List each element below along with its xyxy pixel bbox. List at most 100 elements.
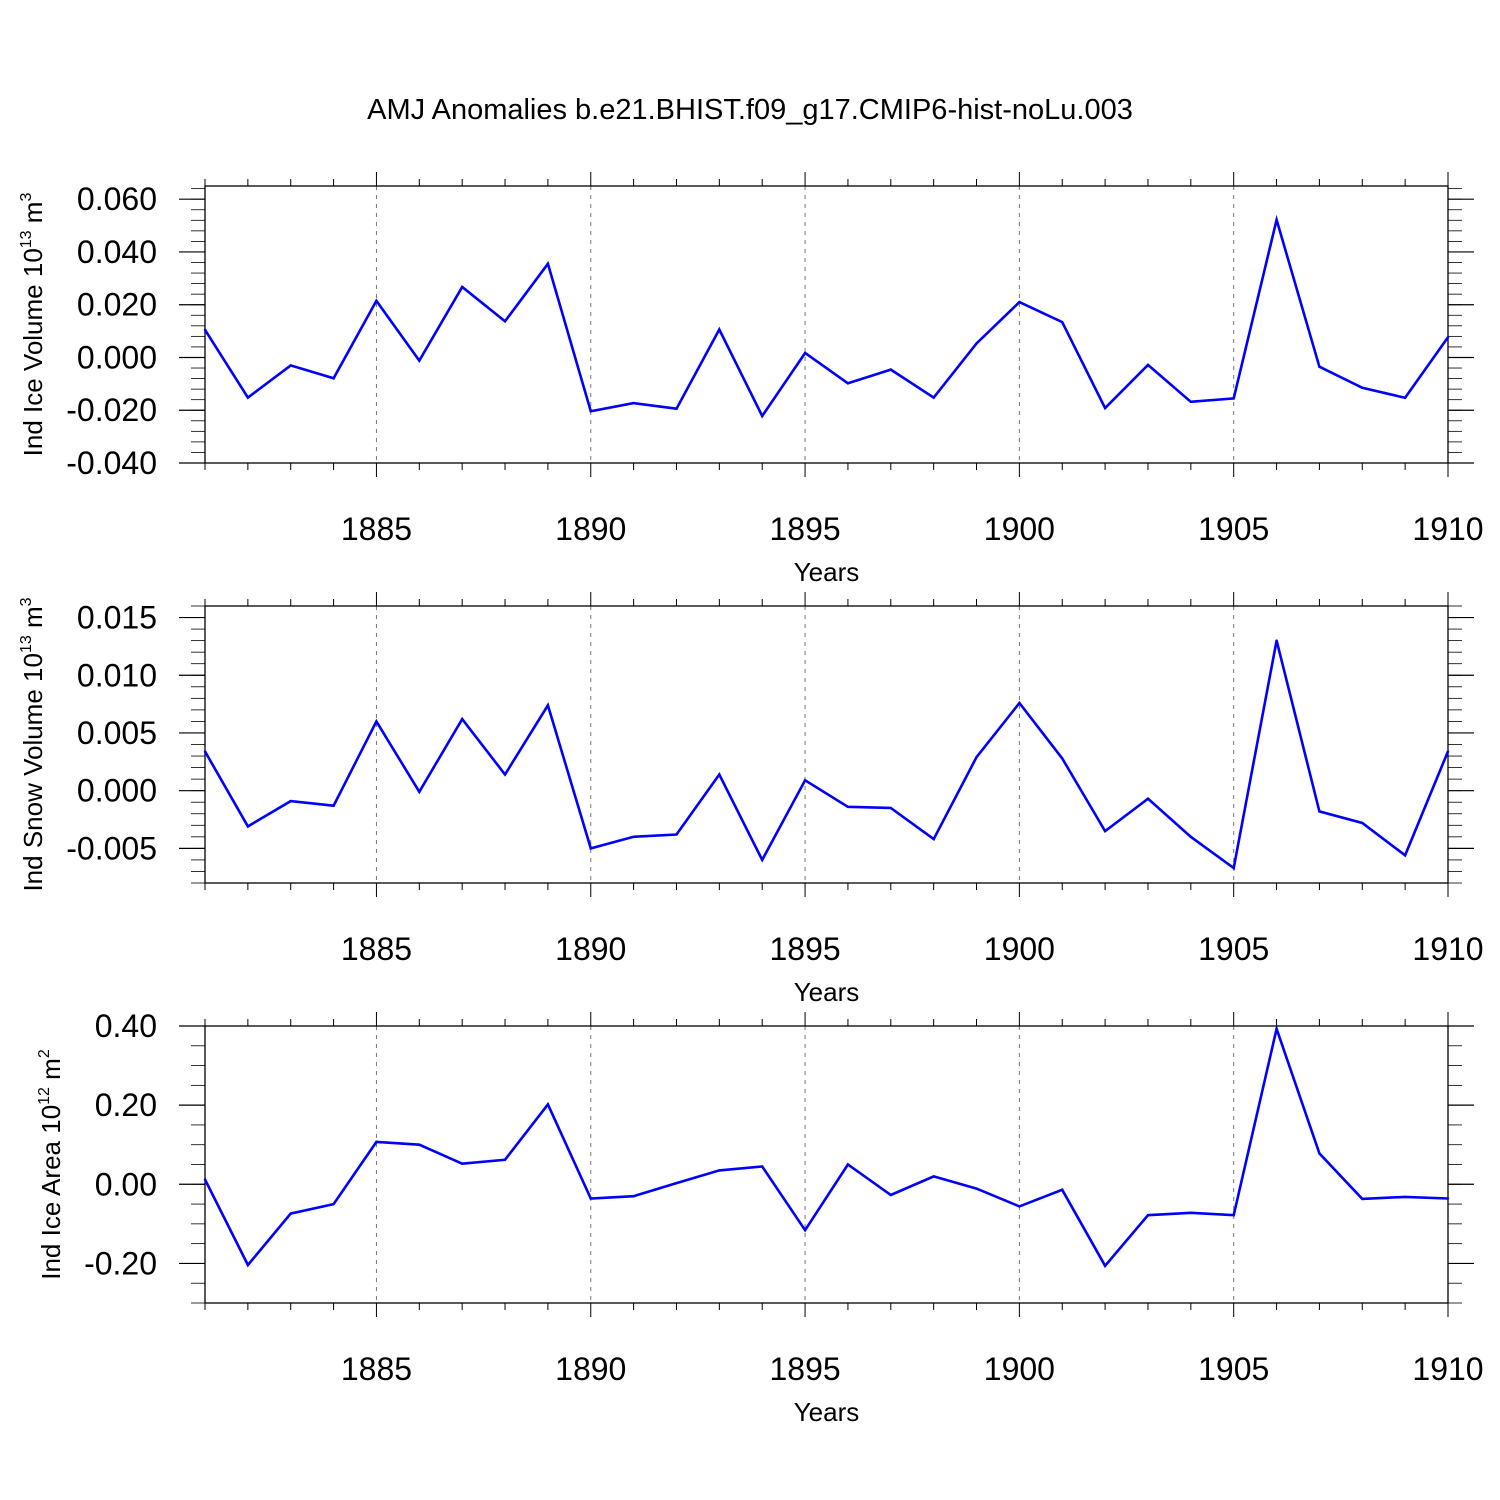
data-point <box>375 299 378 302</box>
data-point <box>1232 866 1235 870</box>
series-line <box>203 640 1450 871</box>
data-point <box>589 847 592 850</box>
data-point <box>203 328 207 331</box>
data-point <box>1318 1152 1321 1155</box>
data-point <box>289 1212 292 1215</box>
data-point <box>1403 1195 1407 1199</box>
data-point <box>461 1162 464 1165</box>
data-point <box>1103 406 1107 410</box>
data-point <box>675 407 678 410</box>
y-tick-label: 0.010 <box>77 657 157 693</box>
plot-frame <box>204 185 1449 464</box>
x-tick-label: 1900 <box>984 511 1055 547</box>
data-point <box>761 858 764 862</box>
data-point <box>761 414 764 418</box>
y-axis-label: Ind Ice Area 1012 m2 <box>36 1049 66 1280</box>
data-point <box>632 835 635 838</box>
data-point <box>1061 320 1064 324</box>
data-point <box>975 756 978 759</box>
x-tick-label: 1890 <box>555 511 626 547</box>
y-tick-label: 0.20 <box>95 1087 157 1123</box>
data-point <box>1232 397 1235 400</box>
x-tick-label: 1895 <box>769 931 840 967</box>
data-point <box>1361 386 1364 389</box>
data-point <box>718 1169 721 1172</box>
data-point <box>203 750 207 753</box>
data-point <box>246 825 250 828</box>
data-point <box>546 1103 550 1106</box>
x-tick-label: 1905 <box>1198 511 1269 547</box>
data-point <box>1446 1197 1450 1200</box>
data-point <box>203 1178 207 1181</box>
data-point <box>1018 300 1021 304</box>
x-axis-label: Years <box>794 977 860 1007</box>
chart-title: AMJ Anomalies b.e21.BHIST.f09_g17.CMIP6-… <box>367 94 1133 126</box>
data-point <box>1403 854 1407 857</box>
x-tick-label: 1905 <box>1198 1351 1269 1387</box>
data-point <box>675 1181 678 1185</box>
data-point <box>461 285 464 289</box>
data-point <box>761 1165 764 1168</box>
x-tick-label: 1890 <box>555 931 626 967</box>
x-tick-label: 1900 <box>984 1351 1055 1387</box>
data-point <box>546 704 550 707</box>
ice-area-panel: -0.20 0.00 0.20 0.40 1885 1890 1895 1900 1905 191… <box>36 1008 1484 1427</box>
data-point <box>1361 1197 1364 1201</box>
data-point <box>1275 218 1278 221</box>
x-tick-label: 1900 <box>984 931 1055 967</box>
data-point <box>1103 1264 1107 1268</box>
data-point <box>889 806 892 810</box>
x-tick-label: 1885 <box>341 931 412 967</box>
data-point <box>1146 363 1150 367</box>
data-point <box>1189 835 1193 838</box>
data-point <box>1318 365 1321 368</box>
y-tick-label: 0.060 <box>77 181 157 217</box>
x-tick-label: 1885 <box>341 1351 412 1387</box>
x-tick-label: 1910 <box>1412 931 1483 967</box>
data-point <box>718 773 721 776</box>
data-point <box>503 320 507 323</box>
y-tick-label: -0.005 <box>66 830 157 866</box>
ice-volume-panel: -0.040 -0.020 0.000 0.020 0.040 0.060 1885 1890… <box>18 172 1484 587</box>
data-point <box>461 717 464 721</box>
data-point <box>932 837 935 841</box>
y-tick-label: -0.20 <box>84 1245 157 1281</box>
data-point <box>846 1163 850 1166</box>
y-tick-label: -0.020 <box>66 392 157 428</box>
data-point <box>332 804 335 807</box>
data-point <box>418 1143 421 1146</box>
data-point <box>718 328 721 331</box>
x-tick-label: 1895 <box>769 1351 840 1387</box>
data-point <box>675 833 678 836</box>
data-point <box>1361 821 1364 825</box>
data-point <box>1103 829 1107 833</box>
y-tick-label: 0.000 <box>77 339 157 375</box>
data-point <box>1275 639 1278 642</box>
y-tick-label: 0.00 <box>95 1166 157 1202</box>
data-point <box>803 1229 807 1232</box>
data-point <box>289 799 292 803</box>
y-axis-label: Ind Ice Volume 1013 m3 <box>18 193 48 457</box>
data-point <box>846 805 850 808</box>
series-line <box>203 1024 1449 1269</box>
data-point <box>289 364 292 367</box>
y-tick-label: 0.000 <box>77 773 157 809</box>
data-point <box>932 396 935 399</box>
data-point <box>1446 750 1450 753</box>
snow-volume-panel: -0.005 0.000 0.005 0.010 0.015 1885 1890 1895 19… <box>18 592 1484 1007</box>
data-point <box>1189 400 1193 403</box>
data-point <box>1446 336 1450 339</box>
data-point <box>1232 1214 1235 1217</box>
x-tick-label: 1910 <box>1412 1351 1483 1387</box>
data-point <box>1018 1205 1021 1208</box>
y-tick-label: 0.40 <box>95 1008 157 1044</box>
data-point <box>1061 1188 1064 1192</box>
series-line <box>203 214 1450 419</box>
data-point <box>1275 1027 1278 1031</box>
data-point <box>1189 1211 1193 1215</box>
data-point <box>503 773 507 776</box>
data-point <box>803 779 807 782</box>
x-axis-label: Years <box>794 557 860 587</box>
x-axis-label: Years <box>794 1397 860 1427</box>
